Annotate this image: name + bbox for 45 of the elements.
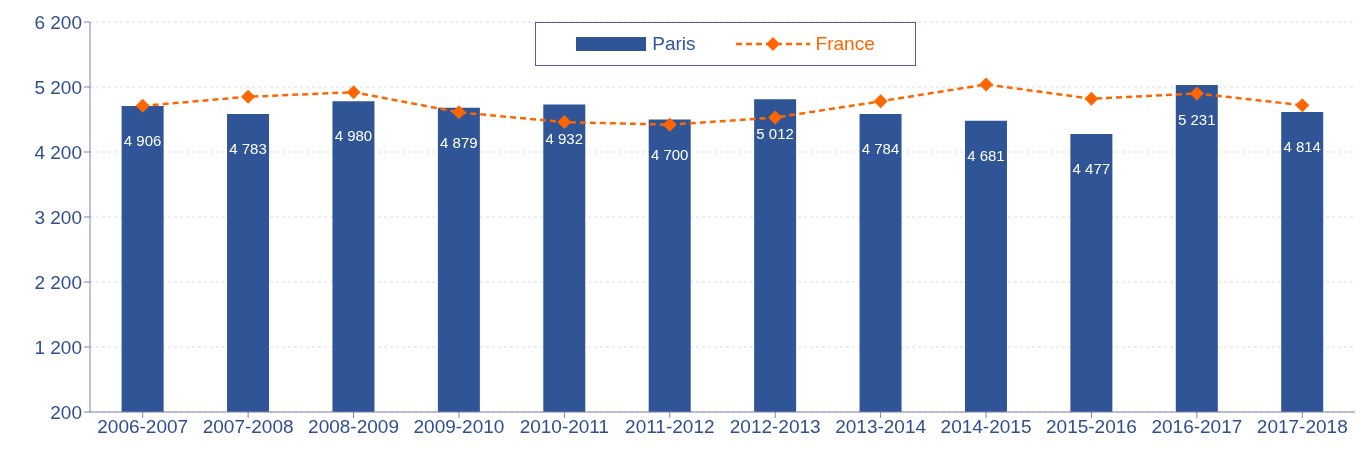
x-tick-label: 2008-2009 (308, 416, 399, 438)
data-label: 5 231 (1178, 110, 1216, 128)
data-label: 4 784 (861, 140, 900, 158)
data-label: 4 700 (650, 145, 689, 163)
point (241, 89, 256, 104)
point (557, 115, 572, 130)
x-tick-label: 2016-2017 (1151, 416, 1243, 438)
x-tick-label: 2009-2010 (413, 416, 505, 438)
point (768, 110, 783, 125)
point (1084, 91, 1099, 106)
x-tick-label: 2007-2008 (202, 416, 294, 438)
y-tick-label: 6 200 (34, 11, 82, 33)
point (979, 77, 994, 92)
x-tick-label: 2013-2014 (835, 416, 927, 438)
point (451, 105, 466, 120)
x-tick-label: 2017-2018 (1256, 416, 1348, 438)
data-label: 4 681 (967, 146, 1005, 164)
point (346, 85, 361, 100)
x-tick-label: 2015-2016 (1046, 416, 1137, 438)
legend-label: France (815, 33, 875, 55)
x-tick-label: 2010-2011 (519, 416, 610, 438)
y-tick-label: 4 200 (34, 141, 82, 163)
y-tick-label: 200 (50, 401, 82, 423)
x-tick-label: 2011-2012 (625, 416, 715, 438)
x-tick-label: 2006-2007 (97, 416, 189, 438)
data-label: 4 879 (440, 133, 478, 151)
point (1295, 98, 1310, 113)
x-tick-label: 2012-2013 (729, 416, 821, 438)
y-tick-label: 3 200 (34, 206, 82, 228)
point (135, 98, 150, 113)
y-tick-label: 2 200 (34, 271, 82, 293)
data-label: 4 980 (334, 127, 373, 145)
legend-label: Paris (652, 33, 696, 55)
data-label: 4 814 (1283, 138, 1321, 156)
data-label: 4 477 (1072, 159, 1111, 177)
data-label: 5 012 (756, 125, 794, 143)
y-tick-label: 1 200 (34, 336, 82, 358)
point (1189, 86, 1204, 101)
x-tick-label: 2014-2015 (940, 416, 1032, 438)
data-label: 4 783 (229, 140, 267, 158)
data-label: 4 932 (545, 130, 584, 148)
point (662, 117, 677, 132)
y-tick-label: 5 200 (34, 76, 82, 98)
point (873, 94, 888, 109)
data-label: 4 906 (123, 132, 162, 150)
